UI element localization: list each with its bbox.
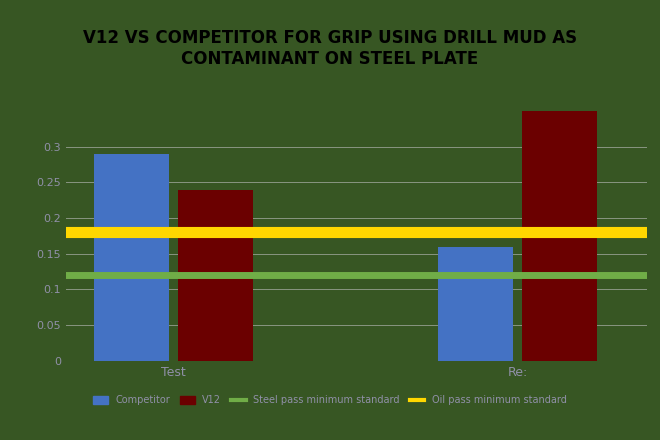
- Legend: Competitor, V12, Steel pass minimum standard, Oil pass minimum standard: Competitor, V12, Steel pass minimum stan…: [89, 392, 571, 409]
- Bar: [94, 154, 169, 361]
- Bar: [522, 111, 597, 361]
- Text: V12 VS COMPETITOR FOR GRIP USING DRILL MUD AS
CONTAMINANT ON STEEL PLATE: V12 VS COMPETITOR FOR GRIP USING DRILL M…: [83, 29, 577, 68]
- Bar: [178, 190, 253, 361]
- Bar: [438, 247, 513, 361]
